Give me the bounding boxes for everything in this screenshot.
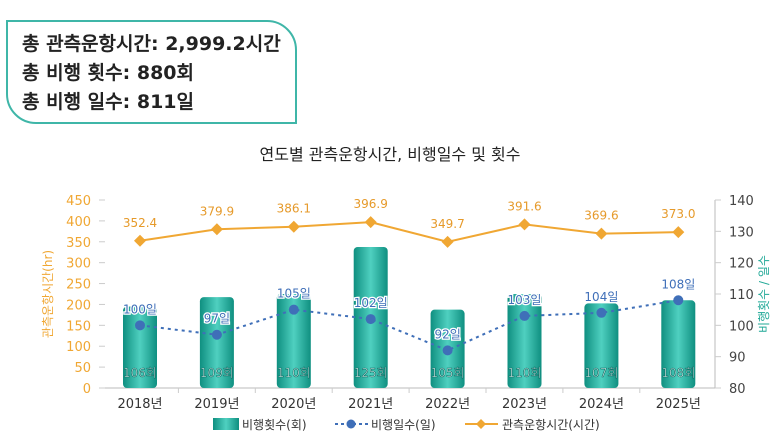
- days-label: 105일: [277, 287, 311, 301]
- left-tick-label: 250: [66, 278, 91, 293]
- hours-point: [441, 235, 454, 248]
- legend-hours-marker: [476, 419, 486, 429]
- hours-point: [364, 216, 377, 229]
- legend-bar-label: 비행횟수(회): [242, 417, 307, 432]
- bar: [276, 294, 311, 388]
- hours-point: [518, 218, 531, 231]
- left-tick-label: 200: [66, 298, 91, 313]
- x-tick-label: 2018년: [117, 397, 162, 412]
- hours-point: [134, 234, 146, 247]
- hours-label: 391.6: [507, 199, 541, 213]
- hours-point: [672, 226, 685, 239]
- x-tick-label: 2025년: [656, 397, 701, 412]
- right-tick-label: 100: [729, 319, 754, 334]
- left-axis-label: 관측운항시간(hr): [41, 250, 55, 338]
- hours-label: 379.9: [200, 204, 234, 218]
- bar-label: 108회: [661, 366, 695, 380]
- days-label: 104일: [584, 290, 618, 304]
- chart-title: 연도별 관측운항시간, 비행일수 및 횟수: [259, 145, 521, 164]
- legend-days-marker: [346, 419, 356, 429]
- summary-flight-count: 총 비행 횟수: 880회: [22, 62, 194, 84]
- left-tick-label: 350: [66, 236, 91, 251]
- right-axis-label: 비행횟수 / 일수: [756, 255, 771, 333]
- x-tick-label: 2022년: [425, 397, 470, 412]
- bar: [507, 294, 542, 388]
- bar: [661, 300, 696, 388]
- bar-label: 110회: [508, 366, 542, 380]
- days-point: [288, 304, 299, 315]
- right-tick-label: 80: [729, 382, 746, 397]
- days-label: 97일: [204, 312, 230, 326]
- left-tick-label: 0: [83, 382, 91, 397]
- days-label: 102일: [354, 296, 388, 310]
- hours-point: [210, 223, 223, 236]
- x-tick-label: 2020년: [271, 397, 316, 412]
- hours-point: [287, 220, 300, 233]
- right-tick-label: 140: [729, 194, 754, 209]
- days-point: [135, 320, 145, 331]
- x-tick-label: 2019년: [194, 397, 239, 412]
- x-tick-label: 2024년: [579, 397, 624, 412]
- x-tick-label: 2021년: [348, 397, 393, 412]
- hours-label: 386.1: [277, 202, 311, 216]
- left-tick-label: 400: [66, 215, 91, 230]
- right-tick-label: 120: [729, 257, 754, 272]
- left-tick-label: 450: [66, 194, 91, 209]
- summary-flight-days: 총 비행 일수: 811일: [22, 91, 194, 113]
- right-tick-label: 130: [729, 225, 754, 240]
- hours-label: 352.4: [123, 216, 157, 230]
- left-tick-label: 300: [66, 257, 91, 272]
- days-point: [211, 329, 222, 340]
- hours-label: 396.9: [354, 197, 388, 211]
- days-point: [596, 307, 607, 318]
- summary-box: 총 관측운항시간: 2,999.2시간 총 비행 횟수: 880회 총 비행 일…: [6, 20, 297, 124]
- bar-label: 125회: [354, 366, 388, 380]
- days-point: [442, 345, 453, 356]
- legend-bar-swatch: [213, 418, 239, 430]
- bar-label: 109회: [200, 366, 234, 380]
- bar-label: 105회: [431, 366, 465, 380]
- days-point: [365, 314, 376, 325]
- legend-days-label: 비행일수(일): [371, 417, 436, 432]
- summary-total-hours: 총 관측운항시간: 2,999.2시간: [22, 33, 281, 55]
- bar: [584, 303, 619, 388]
- right-tick-label: 110: [729, 288, 754, 303]
- days-label: 103일: [508, 293, 542, 307]
- bar-label: 107회: [584, 366, 618, 380]
- days-label: 108일: [661, 277, 695, 291]
- left-tick-label: 100: [66, 340, 91, 355]
- left-tick-label: 150: [66, 319, 91, 334]
- hours-point: [595, 227, 608, 240]
- hours-label: 373.0: [661, 207, 695, 221]
- bar-label: 106회: [123, 366, 157, 380]
- left-tick-label: 50: [74, 361, 91, 376]
- days-label: 92일: [434, 327, 460, 341]
- legend-hours-label: 관측운항시간(시간): [502, 418, 600, 432]
- bar-label: 110회: [277, 366, 311, 380]
- days-point: [673, 295, 684, 306]
- bar: [199, 297, 234, 388]
- days-label: 100일: [123, 302, 157, 316]
- hours-line: [139, 221, 679, 243]
- hours-label: 349.7: [430, 217, 464, 231]
- right-tick-label: 90: [729, 351, 746, 366]
- x-tick-label: 2023년: [502, 397, 547, 412]
- hours-label: 369.6: [584, 209, 618, 223]
- days-point: [519, 310, 530, 321]
